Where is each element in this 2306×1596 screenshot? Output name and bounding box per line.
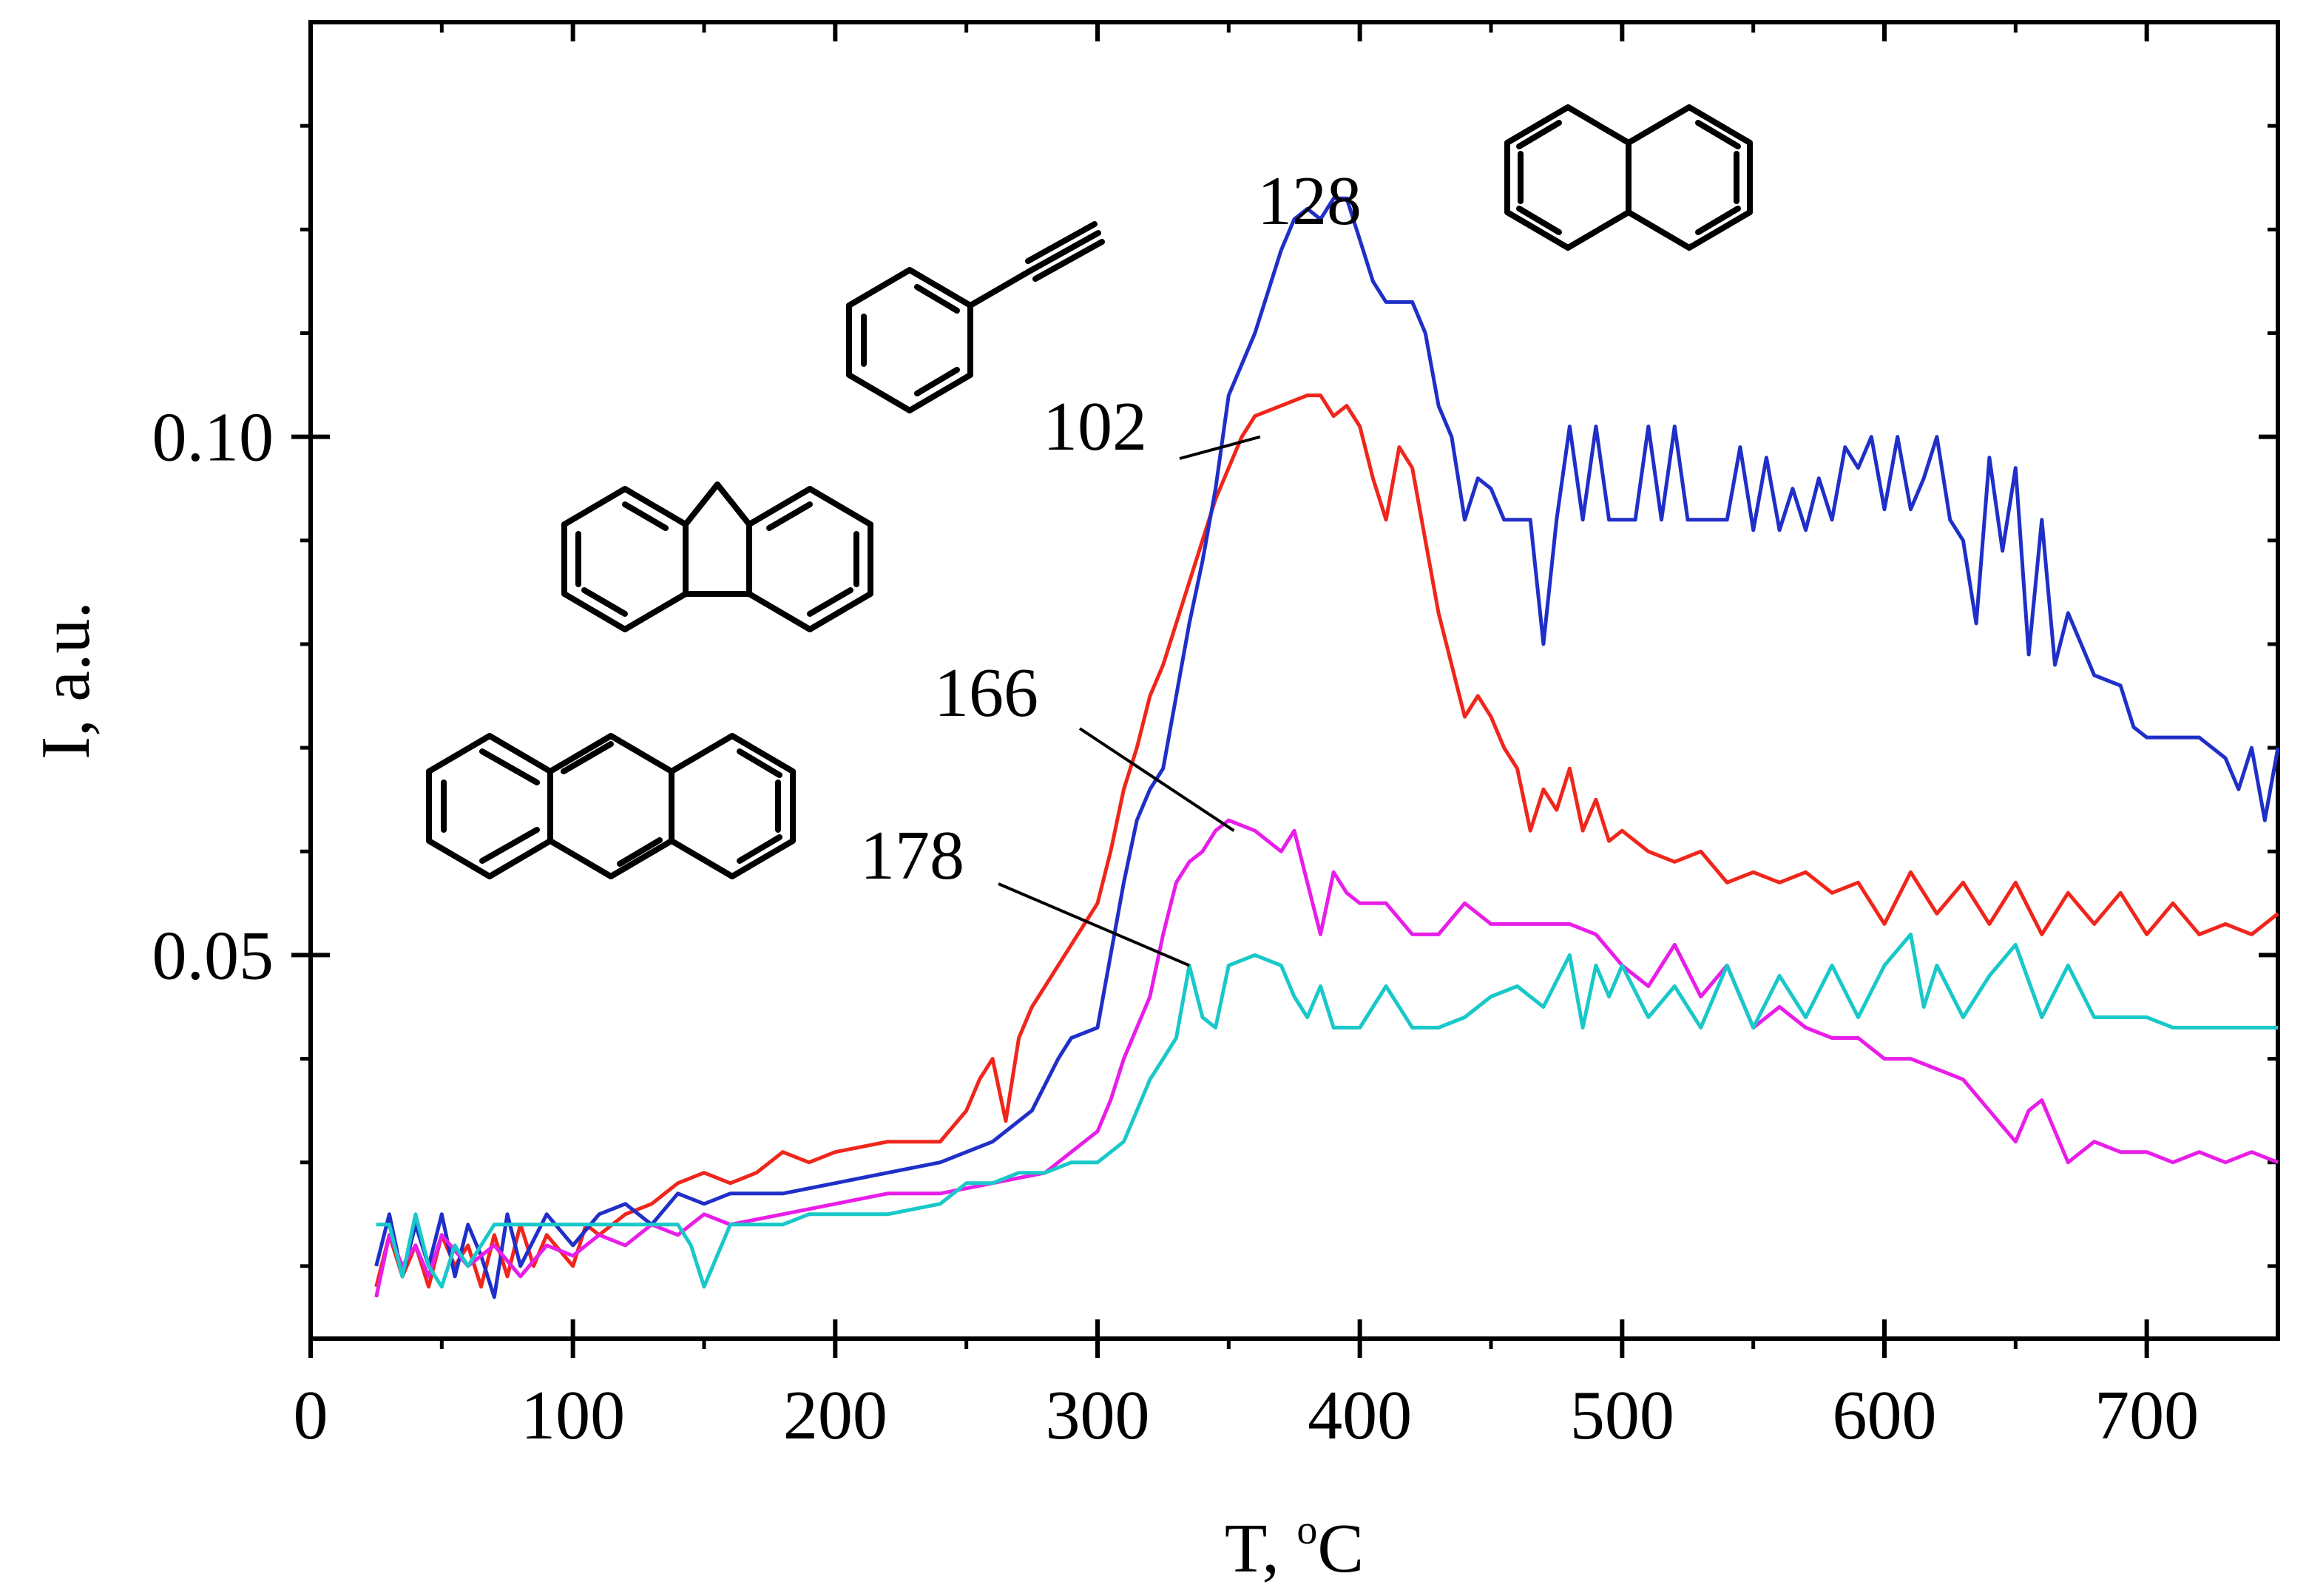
peak-label-102: 102: [1043, 388, 1147, 465]
x-tick-label: 300: [1046, 1377, 1150, 1454]
annotation-leaders: [998, 435, 1261, 967]
x-tick-label: 500: [1570, 1377, 1674, 1454]
series-group: [374, 196, 2280, 1299]
x-tick-label: 100: [521, 1377, 625, 1454]
leader-line-166: [1078, 727, 1235, 832]
y-axis-label: I, a.u.: [27, 601, 104, 760]
x-tick-label: 0: [294, 1377, 328, 1454]
x-axis: 0 100 200 300 400 500 600 700: [294, 22, 2199, 1454]
series-line-166: [374, 818, 2279, 1298]
series-line-128: [374, 196, 2280, 1299]
x-tick-label: 400: [1308, 1377, 1412, 1454]
peak-label-128: 128: [1257, 163, 1362, 240]
leader-line-102: [1179, 435, 1261, 460]
x-tick-label: 600: [1833, 1377, 1937, 1454]
x-tick-label: 200: [783, 1377, 887, 1454]
x-axis-label: T, oC: [1225, 1507, 1364, 1587]
plot-frame: [308, 20, 2280, 1341]
y-tick-label: 0.05: [152, 917, 274, 994]
series-line-178: [376, 932, 2278, 1289]
anthracene-structure-icon: [426, 733, 796, 879]
y-axis: 0.05 0.10: [152, 124, 2278, 1268]
naphthalene-structure-icon: [1504, 104, 1753, 251]
phenylacetylene-structure-icon: [846, 221, 1105, 413]
leader-line-178: [998, 882, 1190, 967]
series-line-102: [374, 393, 2279, 1289]
y-tick-label: 0.10: [152, 399, 274, 476]
fluorene-structure-icon: [561, 481, 873, 632]
peak-label-166: 166: [934, 655, 1038, 731]
x-tick-label: 700: [2094, 1377, 2199, 1454]
peak-label-178: 178: [860, 817, 964, 894]
